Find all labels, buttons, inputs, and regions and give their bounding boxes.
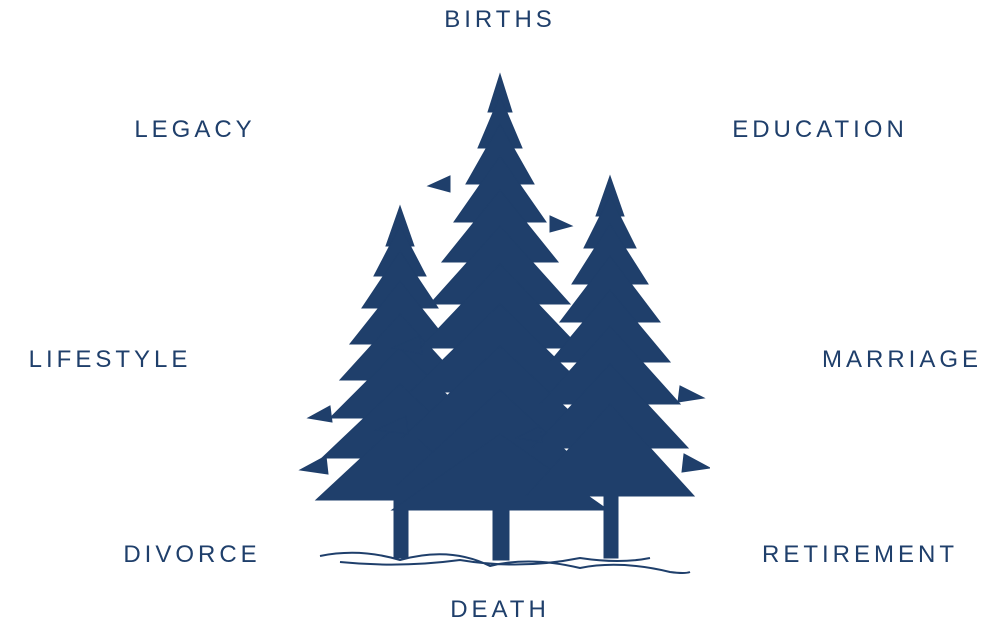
pine-trees-icon [290, 56, 710, 576]
trees-svg [290, 56, 710, 576]
label-death: DEATH [450, 596, 550, 624]
label-retirement: RETIREMENT [762, 541, 958, 569]
label-divorce: DIVORCE [123, 541, 260, 569]
label-marriage: MARRIAGE [822, 346, 982, 374]
label-births: BIRTHS [444, 6, 556, 34]
label-education: EDUCATION [732, 116, 908, 144]
label-lifestyle: LIFESTYLE [29, 346, 192, 374]
life-stages-diagram: BIRTHS EDUCATION MARRIAGE RETIREMENT DEA… [0, 0, 1000, 632]
label-legacy: LEGACY [134, 116, 255, 144]
